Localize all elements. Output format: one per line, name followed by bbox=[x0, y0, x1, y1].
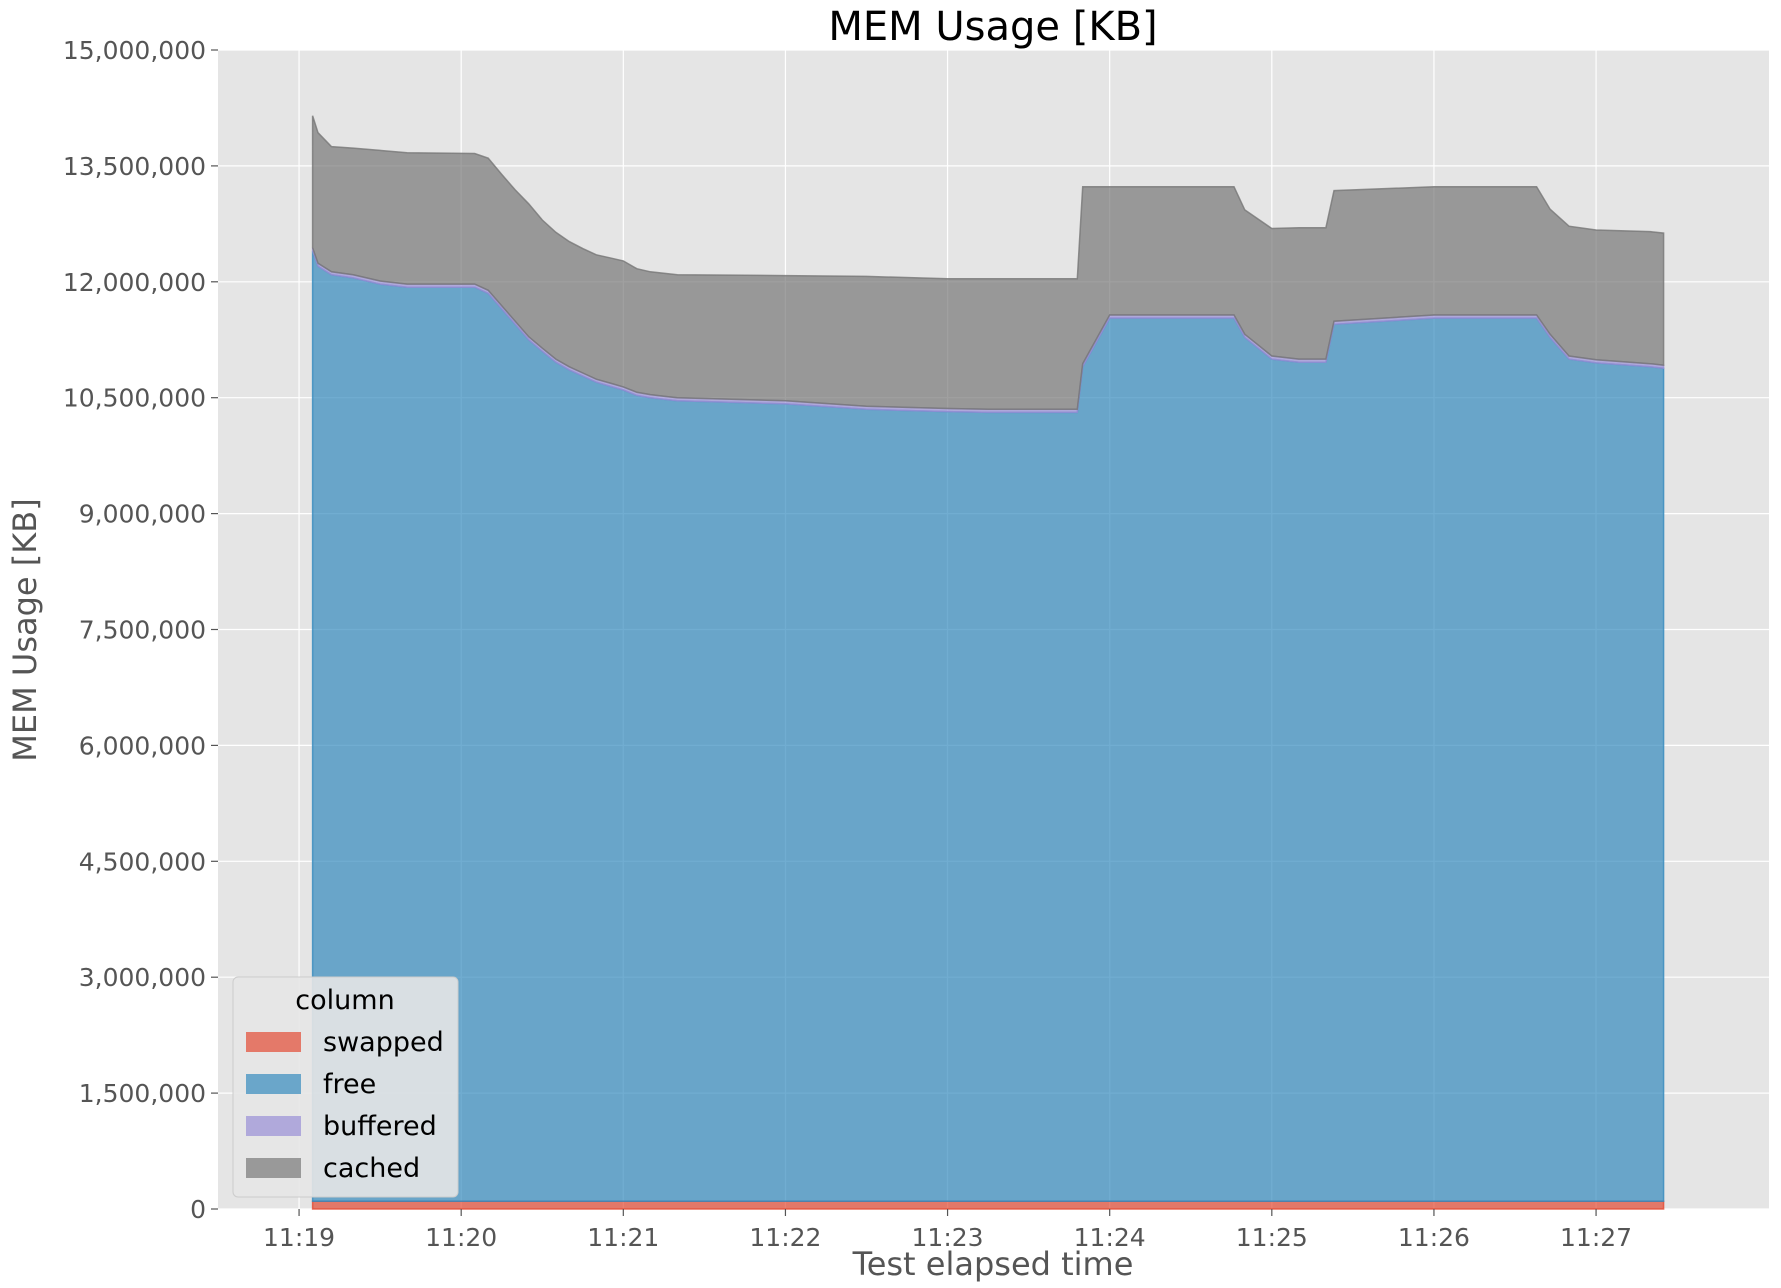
y-tick-label: 13,500,000 bbox=[63, 152, 206, 181]
legend-swatch-swapped bbox=[246, 1032, 301, 1052]
y-tick-label: 1,500,000 bbox=[79, 1079, 206, 1108]
y-axis: 0 1,500,000 3,000,000 4,500,000 6,000,000 7,5… bbox=[63, 36, 218, 1224]
chart-title: MEM Usage [KB] bbox=[828, 4, 1157, 50]
y-tick-label: 7,500,000 bbox=[79, 616, 206, 645]
y-tick-label: 4,500,000 bbox=[79, 847, 206, 876]
legend: column swapped free buffered cached bbox=[232, 976, 459, 1198]
y-tick-label: 9,000,000 bbox=[79, 500, 206, 529]
legend-swatch-buffered bbox=[246, 1116, 301, 1136]
legend-label-free: free bbox=[323, 1069, 376, 1100]
x-tick-label: 11:19 bbox=[263, 1223, 335, 1252]
y-tick-label: 0 bbox=[190, 1195, 206, 1224]
legend-swatch-cached bbox=[246, 1158, 301, 1178]
x-tick-label: 11:26 bbox=[1398, 1223, 1470, 1252]
legend-swatch-free bbox=[246, 1074, 301, 1094]
x-tick-label: 11:27 bbox=[1560, 1223, 1632, 1252]
area-cached bbox=[311, 115, 1665, 411]
y-tick-label: 12,000,000 bbox=[63, 268, 206, 297]
x-tick-label: 11:24 bbox=[1074, 1223, 1146, 1252]
x-axis: 11:19 11:20 11:21 11:22 11:23 11:24 11:25 11:26… bbox=[263, 1209, 1632, 1252]
area-swapped bbox=[311, 1200, 1665, 1210]
legend-label-cached: cached bbox=[323, 1153, 420, 1184]
legend-label-swapped: swapped bbox=[323, 1027, 444, 1058]
x-tick-label: 11:25 bbox=[1236, 1223, 1308, 1252]
x-axis-title: Test elapsed time bbox=[852, 1245, 1134, 1283]
legend-label-buffered: buffered bbox=[323, 1111, 437, 1142]
x-tick-label: 11:23 bbox=[912, 1223, 984, 1252]
stacked-areas bbox=[311, 115, 1665, 1210]
y-tick-label: 6,000,000 bbox=[79, 731, 206, 760]
x-tick-label: 11:20 bbox=[425, 1223, 497, 1252]
x-tick-label: 11:21 bbox=[587, 1223, 659, 1252]
y-tick-label: 10,500,000 bbox=[63, 384, 206, 413]
x-tick-label: 11:22 bbox=[749, 1223, 821, 1252]
y-axis-title: MEM Usage [KB] bbox=[6, 498, 44, 761]
y-tick-label: 3,000,000 bbox=[79, 963, 206, 992]
legend-title: column bbox=[295, 985, 394, 1016]
y-tick-label: 15,000,000 bbox=[63, 36, 206, 65]
